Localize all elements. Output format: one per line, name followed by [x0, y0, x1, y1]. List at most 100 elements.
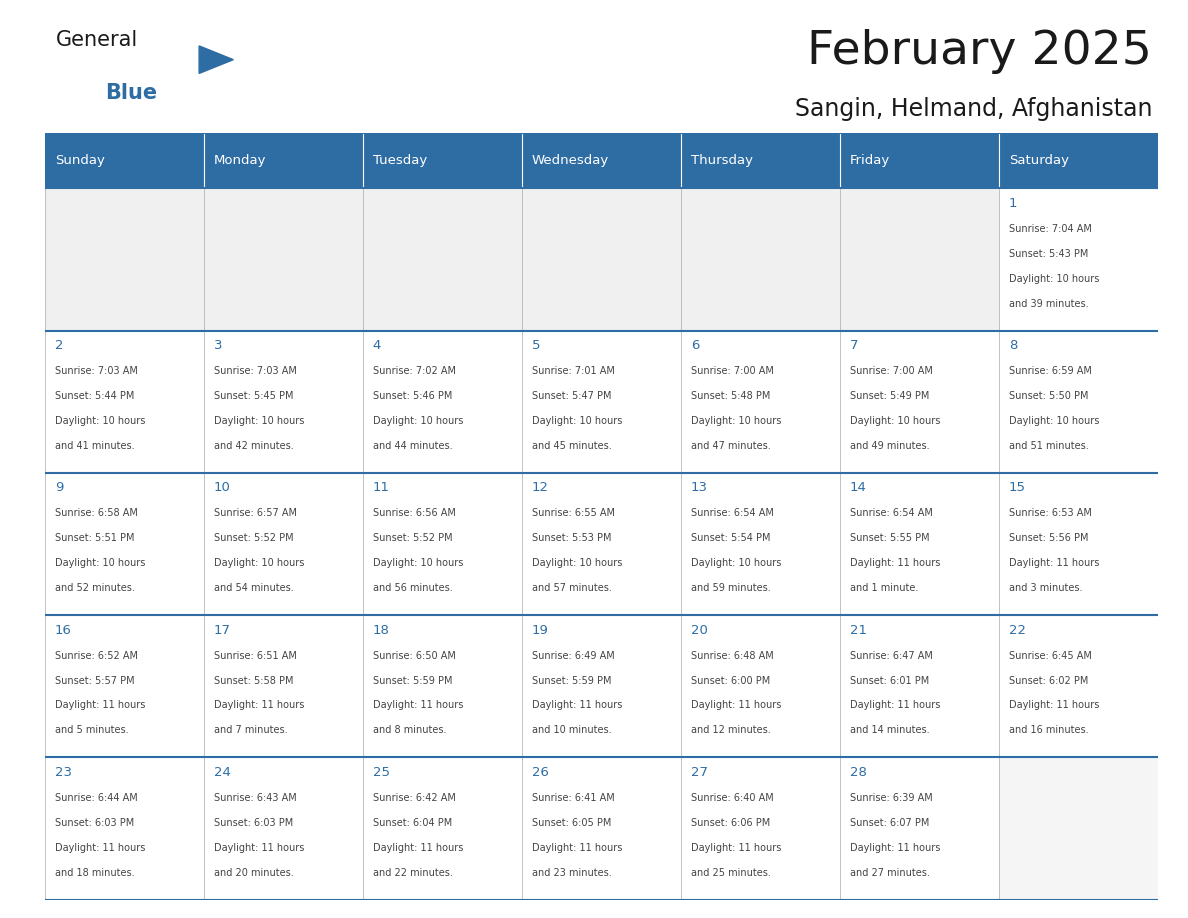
Text: Sunset: 6:00 PM: Sunset: 6:00 PM [690, 676, 770, 686]
Text: 17: 17 [214, 623, 230, 637]
Text: Sunset: 6:01 PM: Sunset: 6:01 PM [849, 676, 929, 686]
Text: Daylight: 11 hours: Daylight: 11 hours [849, 558, 940, 568]
Text: February 2025: February 2025 [808, 28, 1152, 74]
Text: Sunset: 6:07 PM: Sunset: 6:07 PM [849, 818, 929, 828]
Text: Sunday: Sunday [55, 154, 105, 167]
Text: Sunrise: 6:58 AM: Sunrise: 6:58 AM [55, 509, 138, 519]
Text: 8: 8 [1009, 339, 1017, 353]
Text: and 52 minutes.: and 52 minutes. [55, 583, 134, 593]
Text: Daylight: 10 hours: Daylight: 10 hours [373, 558, 463, 568]
Bar [840, 330, 999, 473]
Text: Sunset: 6:03 PM: Sunset: 6:03 PM [55, 818, 134, 828]
Text: Daylight: 10 hours: Daylight: 10 hours [690, 416, 782, 426]
Text: 4: 4 [373, 339, 381, 353]
Text: 25: 25 [373, 766, 390, 778]
Bar [204, 615, 364, 757]
Bar [999, 615, 1158, 757]
Text: and 23 minutes.: and 23 minutes. [532, 868, 612, 878]
Text: Sunrise: 6:47 AM: Sunrise: 6:47 AM [849, 651, 933, 661]
Text: and 7 minutes.: and 7 minutes. [214, 725, 287, 735]
Text: Sunset: 5:46 PM: Sunset: 5:46 PM [373, 391, 453, 401]
Text: and 22 minutes.: and 22 minutes. [373, 868, 453, 878]
Text: 3: 3 [214, 339, 222, 353]
Bar [999, 473, 1158, 615]
Bar [999, 757, 1158, 900]
Text: Sunrise: 7:04 AM: Sunrise: 7:04 AM [1009, 224, 1092, 234]
Text: Daylight: 11 hours: Daylight: 11 hours [532, 843, 623, 853]
Text: 14: 14 [849, 481, 867, 495]
Bar [204, 757, 364, 900]
Text: and 44 minutes.: and 44 minutes. [373, 441, 453, 451]
Bar [204, 188, 364, 330]
Text: Sunset: 5:59 PM: Sunset: 5:59 PM [532, 676, 612, 686]
Bar [364, 330, 523, 473]
Text: Friday: Friday [849, 154, 890, 167]
Text: 6: 6 [690, 339, 700, 353]
Text: and 39 minutes.: and 39 minutes. [1009, 298, 1088, 308]
Text: Daylight: 10 hours: Daylight: 10 hours [532, 558, 623, 568]
Text: 15: 15 [1009, 481, 1025, 495]
Bar [364, 615, 523, 757]
Text: and 1 minute.: and 1 minute. [849, 583, 918, 593]
Bar [840, 133, 999, 188]
Polygon shape [200, 46, 233, 73]
Bar [523, 757, 681, 900]
Text: Wednesday: Wednesday [532, 154, 609, 167]
Text: Sunset: 5:49 PM: Sunset: 5:49 PM [849, 391, 929, 401]
Text: Daylight: 11 hours: Daylight: 11 hours [373, 843, 463, 853]
Text: Sunrise: 6:45 AM: Sunrise: 6:45 AM [1009, 651, 1092, 661]
Text: Sunrise: 6:42 AM: Sunrise: 6:42 AM [373, 793, 456, 803]
Bar [681, 330, 840, 473]
Text: Daylight: 10 hours: Daylight: 10 hours [55, 558, 145, 568]
Text: Sunset: 6:05 PM: Sunset: 6:05 PM [532, 818, 611, 828]
Text: Sunrise: 6:49 AM: Sunrise: 6:49 AM [532, 651, 614, 661]
Text: 26: 26 [532, 766, 549, 778]
Text: Sunrise: 6:44 AM: Sunrise: 6:44 AM [55, 793, 138, 803]
Text: Sunset: 5:43 PM: Sunset: 5:43 PM [1009, 249, 1088, 259]
Text: and 25 minutes.: and 25 minutes. [690, 868, 771, 878]
Text: 19: 19 [532, 623, 549, 637]
Text: and 8 minutes.: and 8 minutes. [373, 725, 447, 735]
Text: Thursday: Thursday [690, 154, 753, 167]
Text: 11: 11 [373, 481, 390, 495]
Bar [364, 133, 523, 188]
Text: and 16 minutes.: and 16 minutes. [1009, 725, 1088, 735]
Text: 22: 22 [1009, 623, 1025, 637]
Text: Sunrise: 7:02 AM: Sunrise: 7:02 AM [373, 366, 456, 376]
Text: Daylight: 11 hours: Daylight: 11 hours [55, 700, 145, 711]
Text: Sunset: 5:51 PM: Sunset: 5:51 PM [55, 533, 134, 543]
Text: Blue: Blue [105, 83, 157, 103]
Text: Daylight: 11 hours: Daylight: 11 hours [532, 700, 623, 711]
Text: 1: 1 [1009, 196, 1017, 210]
Text: 2: 2 [55, 339, 63, 353]
Text: Sunrise: 6:43 AM: Sunrise: 6:43 AM [214, 793, 297, 803]
Bar [45, 188, 204, 330]
Text: Sunset: 5:54 PM: Sunset: 5:54 PM [690, 533, 770, 543]
Text: Daylight: 10 hours: Daylight: 10 hours [849, 416, 940, 426]
Text: 5: 5 [532, 339, 541, 353]
Bar [204, 330, 364, 473]
Bar [364, 473, 523, 615]
Text: Daylight: 11 hours: Daylight: 11 hours [849, 700, 940, 711]
Text: Daylight: 11 hours: Daylight: 11 hours [214, 843, 304, 853]
Text: Daylight: 11 hours: Daylight: 11 hours [849, 843, 940, 853]
Text: 23: 23 [55, 766, 71, 778]
Bar [204, 133, 364, 188]
Text: and 20 minutes.: and 20 minutes. [214, 868, 293, 878]
Text: Sunset: 6:02 PM: Sunset: 6:02 PM [1009, 676, 1088, 686]
Text: Sunrise: 7:00 AM: Sunrise: 7:00 AM [849, 366, 933, 376]
Text: and 54 minutes.: and 54 minutes. [214, 583, 293, 593]
Bar [523, 615, 681, 757]
Text: Sunrise: 6:53 AM: Sunrise: 6:53 AM [1009, 509, 1092, 519]
Text: 27: 27 [690, 766, 708, 778]
Bar [45, 615, 204, 757]
Text: Sunrise: 6:54 AM: Sunrise: 6:54 AM [690, 509, 773, 519]
Text: Sunrise: 6:39 AM: Sunrise: 6:39 AM [849, 793, 933, 803]
Text: and 27 minutes.: and 27 minutes. [849, 868, 930, 878]
Text: 10: 10 [214, 481, 230, 495]
Text: and 59 minutes.: and 59 minutes. [690, 583, 771, 593]
Bar [999, 188, 1158, 330]
Text: Sunset: 6:03 PM: Sunset: 6:03 PM [214, 818, 293, 828]
Bar [523, 473, 681, 615]
Text: and 10 minutes.: and 10 minutes. [532, 725, 612, 735]
